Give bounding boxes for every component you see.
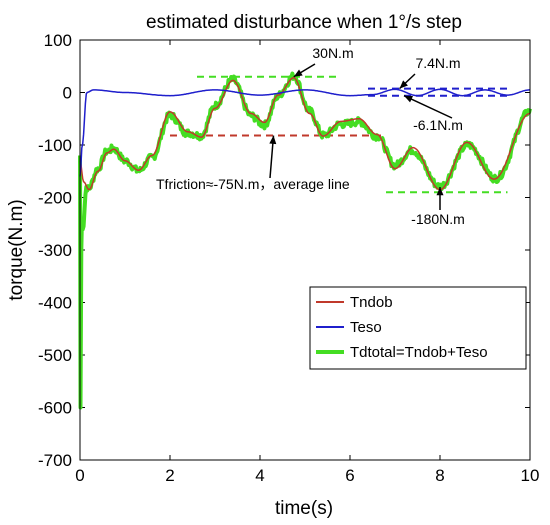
annotation-arrowhead [399,80,408,89]
y-tick-label: 0 [63,84,72,103]
x-tick-label: 8 [435,466,444,485]
y-tick-label: -100 [38,136,72,155]
y-tick-label: -200 [38,189,72,208]
annotation-label: 30N.m [312,45,353,61]
legend-entry: Tdtotal=Tndob+Teso [350,344,488,361]
chart-title: estimated disturbance when 1°/s step [146,12,462,33]
series [78,71,532,410]
annotation-label: Tfriction≈-75N.m，average line [156,176,350,192]
annotation-arrowhead [404,95,413,103]
x-tick-label: 6 [345,466,354,485]
ticks: 0 2 4 6 8 10 100 0 -100 -200 -300 -400 -500 -600 -700 [38,31,539,485]
plot-frame [79,39,531,461]
annotation-label: 7.4N.m [415,55,460,71]
y-tick-label: -500 [38,346,72,365]
y-tick-label: -700 [38,451,72,470]
annotation-arrow [403,95,453,119]
annotation-arrowhead [293,69,303,77]
legend: Tndob Teso Tdtotal=Tndob+Teso [309,286,527,370]
series-tdtotal-line [78,71,532,410]
annotations: 30N.m 7.4N.m -6.1N.m Tfriction≈-75N.m，avera… [156,45,465,227]
series-tndob-line [79,77,531,191]
annotation-guides [170,75,508,194]
annotation-arrowhead [436,187,444,196]
y-tick-label: -300 [38,241,72,260]
legend-entry: Teso [350,319,382,336]
annotation-arrowhead [269,135,277,145]
annotation-label: -6.1N.m [413,117,463,133]
series-teso-line [79,88,530,177]
y-tick-label: -400 [38,294,72,313]
y-tick-label: -600 [38,399,72,418]
x-axis-label: time(s) [275,498,333,519]
y-axis-label: torque(N.m) [6,199,27,300]
annotation-label: -180N.m [411,211,465,227]
legend-entry: Tndob [350,294,393,311]
legend-box [309,286,527,370]
x-tick-label: 10 [521,466,540,485]
x-tick-label: 2 [165,466,174,485]
x-tick-label: 0 [75,466,84,485]
x-tick-label: 4 [255,466,264,485]
y-tick-label: 100 [44,31,72,50]
